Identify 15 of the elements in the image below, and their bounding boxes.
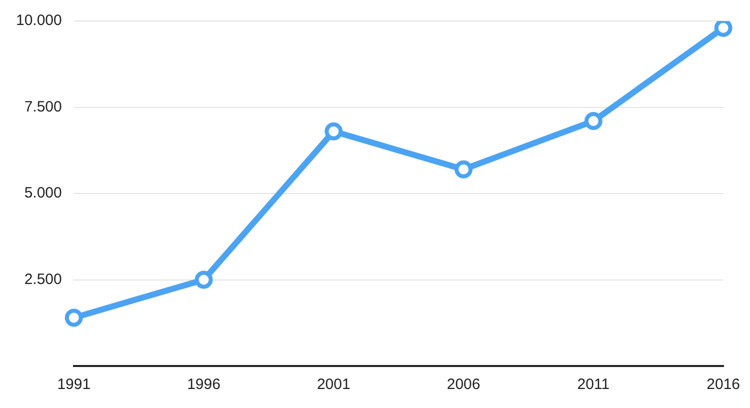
point <box>454 160 473 178</box>
y-tick-label: 7.500 <box>24 98 62 116</box>
point <box>64 308 83 327</box>
x-tick-label: 1996 <box>187 376 220 394</box>
point <box>324 122 343 140</box>
y-tick-label: 10.000 <box>16 12 62 30</box>
point <box>194 270 213 289</box>
x-tick-label: 2001 <box>316 376 350 394</box>
x-tick-label: 2011 <box>577 376 610 394</box>
x-tick-label: 2016 <box>706 376 740 394</box>
y-tick-label: 5.000 <box>24 184 62 202</box>
x-tick-label: 1991 <box>57 376 91 394</box>
y-tick-label: 2.500 <box>24 270 62 288</box>
x-tick-label: 2006 <box>446 376 480 394</box>
point <box>584 112 602 130</box>
